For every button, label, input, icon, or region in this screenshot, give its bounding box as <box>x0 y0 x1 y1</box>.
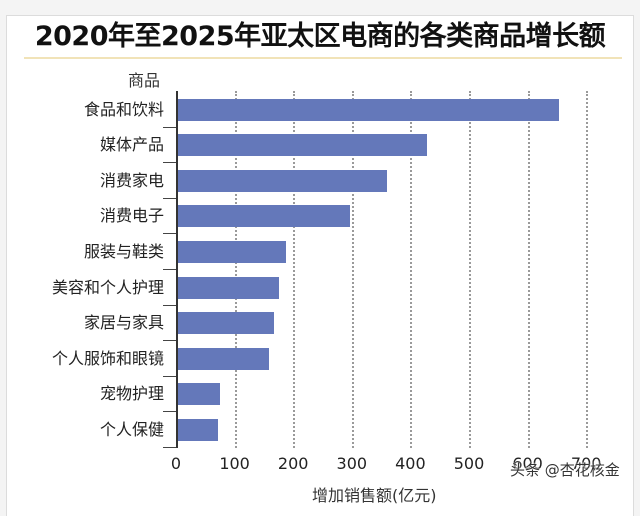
y-axis-line <box>176 91 178 448</box>
bar <box>178 169 387 192</box>
bar <box>178 418 218 441</box>
bar <box>178 240 286 263</box>
category-label: 媒体产品 <box>99 135 164 155</box>
x-tick-label: 700 <box>570 454 602 473</box>
category-label: 家居与家具 <box>83 313 164 333</box>
bar <box>178 383 220 406</box>
x-tick-label: 200 <box>277 454 309 473</box>
watermark: 头条 @杏花核金 <box>510 461 620 479</box>
chart-title: 2020年至2025年亚太区电商的各类商品增长额 <box>34 21 606 52</box>
y-tick-mark <box>163 233 176 235</box>
category-label: 服装与鞋类 <box>83 241 164 261</box>
bar <box>178 205 351 228</box>
gridline <box>234 91 237 448</box>
bar <box>178 98 559 121</box>
title-underline <box>24 57 622 59</box>
x-tick-label: 600 <box>512 454 543 473</box>
y-tick-mark <box>163 304 176 306</box>
y-tick-mark <box>163 375 176 377</box>
category-label: 消费家电 <box>99 170 164 190</box>
category-label: 美容和个人护理 <box>51 277 164 297</box>
x-tick-label: 300 <box>336 454 368 473</box>
gridline <box>469 91 471 448</box>
gridline <box>351 91 354 448</box>
gridline <box>586 91 589 448</box>
x-tick-label: 400 <box>395 454 426 473</box>
gridline <box>293 91 296 448</box>
bar <box>178 276 279 299</box>
y-tick-mark <box>163 269 176 270</box>
x-tick-label: 500 <box>453 454 485 473</box>
bar <box>178 134 428 157</box>
category-label: 个人服饰和眼镜 <box>51 348 164 368</box>
y-axis-label: 商品 <box>128 71 161 90</box>
y-tick-mark <box>163 126 176 128</box>
x-tick-label: 0 <box>170 454 182 473</box>
y-tick-mark <box>163 411 176 413</box>
bar <box>178 312 275 335</box>
category-label: 宠物护理 <box>99 384 164 404</box>
x-axis-label: 增加销售额(亿元) <box>312 486 437 505</box>
gridline <box>410 91 413 448</box>
category-label: 消费电子 <box>99 206 164 226</box>
category-label: 个人保健 <box>99 419 164 439</box>
y-tick-mark <box>163 447 176 448</box>
category-label: 食品和饮料 <box>83 99 164 119</box>
y-tick-mark <box>163 340 176 342</box>
y-tick-mark <box>163 197 176 199</box>
gridline <box>527 91 530 448</box>
y-tick-mark <box>163 162 176 164</box>
bar <box>178 347 269 370</box>
x-tick-label: 100 <box>219 454 250 473</box>
plot-area <box>163 91 616 448</box>
